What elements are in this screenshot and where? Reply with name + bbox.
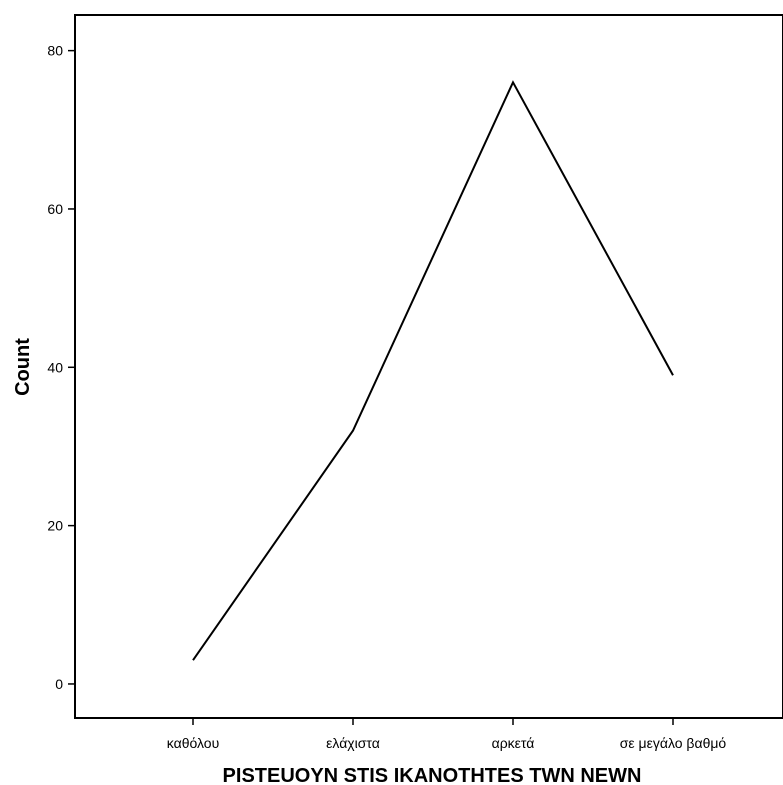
plot-area-frame xyxy=(74,14,783,719)
x-axis-title: PISTEUOYN STIS IKANOTHTES TWN NEWN xyxy=(223,765,642,785)
y-tick-label: 60 xyxy=(47,201,63,217)
x-category-label: σε μεγάλο βαθμό xyxy=(620,735,727,751)
y-axis: 0 20 40 60 80 xyxy=(47,43,75,692)
x-category-label: ελάχιστα xyxy=(326,735,380,751)
y-tick-label: 40 xyxy=(47,359,63,375)
x-axis: καθόλου ελάχιστα αρκετά σε μεγάλο βαθμό xyxy=(167,718,727,751)
y-tick-label: 80 xyxy=(47,43,63,59)
y-tick-label: 20 xyxy=(47,518,63,534)
y-tick-label: 0 xyxy=(55,676,63,692)
x-category-label: καθόλου xyxy=(167,735,219,751)
x-category-label: αρκετά xyxy=(492,735,535,751)
y-axis-title: Count xyxy=(12,338,34,396)
count-series-line xyxy=(192,80,674,661)
